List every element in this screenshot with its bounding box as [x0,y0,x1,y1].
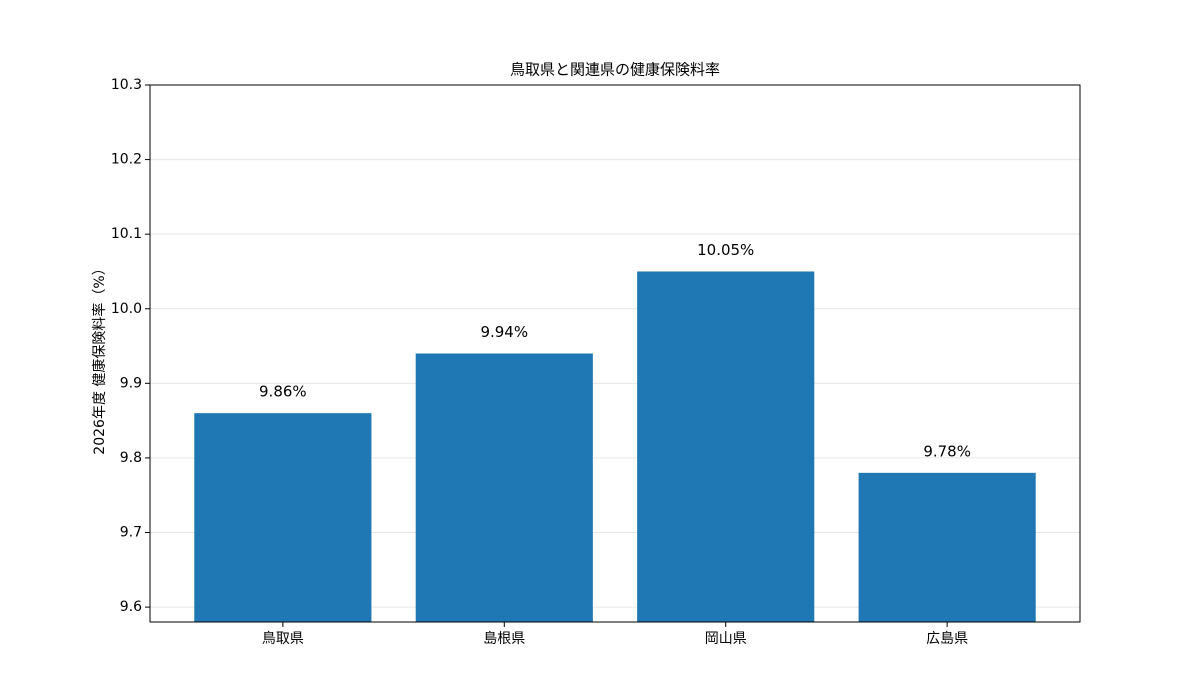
plot-frame [149,84,1081,623]
y-tick-label: 9.6 [120,599,142,615]
y-tick-label: 10.3 [111,77,142,93]
bar [194,413,372,622]
x-tick-label: 鳥取県 [262,631,304,647]
bar [858,472,1036,622]
value-label: 9.94% [480,323,528,341]
x-tick-label: 島根県 [483,631,525,647]
y-tick-label: 10.1 [111,226,142,242]
y-tick-label: 9.9 [120,375,142,391]
y-tick-label: 10.2 [111,152,142,168]
value-label: 9.78% [923,442,971,460]
y-tick-label: 10.0 [111,301,142,317]
y-tick-label: 9.7 [120,525,142,541]
x-tick-label: 岡山県 [705,631,747,647]
chart-title: 鳥取県と関連県の健康保険料率 [510,61,720,79]
y-tick-label: 9.8 [120,450,142,466]
x-tick-label: 広島県 [926,631,968,647]
value-label: 10.05% [697,241,754,259]
bar [637,271,815,622]
bar [415,353,593,622]
y-axis-label: 2026年度 健康保険料率（%） [91,261,108,454]
value-label: 9.86% [259,383,307,401]
